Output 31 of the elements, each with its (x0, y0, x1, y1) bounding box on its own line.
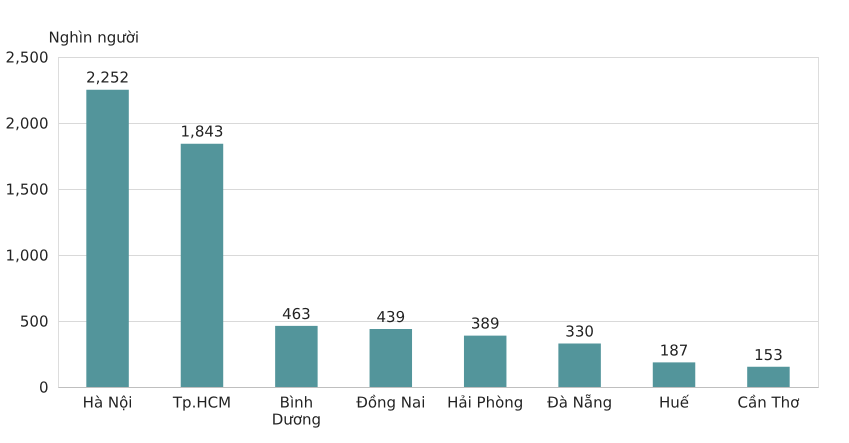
data-label: 187 (660, 341, 688, 360)
y-tick-label: 0 (38, 378, 48, 396)
x-tick-label: Đà Nẵng (547, 394, 612, 412)
x-tick-label: Hà Nội (82, 394, 132, 412)
bar (652, 362, 696, 387)
data-label: 330 (565, 322, 594, 340)
data-label: 153 (754, 346, 783, 364)
y-tick-label: 1,000 (6, 246, 48, 264)
x-tick-label: Cần Thơ (738, 394, 800, 412)
bar (180, 144, 224, 387)
data-label: 439 (376, 308, 406, 326)
bar (86, 90, 129, 387)
x-tick-label: Tp.HCM (172, 394, 232, 412)
bar (275, 326, 318, 387)
y-tick-label: 2,500 (6, 48, 48, 66)
bar (370, 329, 412, 387)
data-label: 389 (470, 314, 500, 333)
x-tick-label: Hải Phòng (447, 394, 524, 412)
data-label: 463 (282, 304, 311, 323)
y-axis-title: Nghìn người (48, 28, 140, 46)
data-label: 1,843 (180, 122, 224, 141)
data-label: 2,252 (86, 68, 130, 87)
bar (747, 366, 790, 387)
y-tick-label: 500 (20, 312, 48, 330)
x-tick-label: Huế (659, 394, 690, 412)
x-tick-label: Bình Dương (272, 394, 322, 428)
bar (464, 336, 506, 387)
x-tick-label: Đồng Nai (356, 394, 426, 412)
y-tick-label: 2,000 (6, 114, 48, 132)
bar (558, 343, 601, 387)
y-tick-label: 1,500 (6, 180, 48, 198)
